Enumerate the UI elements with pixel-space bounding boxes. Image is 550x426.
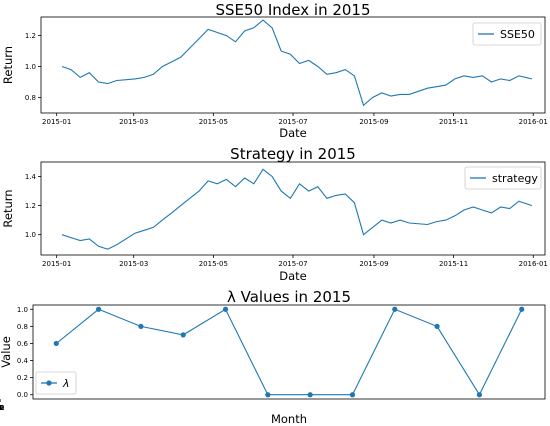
data-point [222,306,229,312]
x-tick-label: 2015-03 [119,118,148,126]
data-point [307,392,313,398]
y-tick-label: 1.2 [25,32,36,40]
series-line [61,168,533,250]
x-tick-label: 10 [0,404,4,412]
legend-label: strategy [492,172,538,185]
data-point [349,392,356,398]
legend [464,166,542,190]
x-tick-label: 2015-11 [439,118,468,126]
y-tick-label: 1.2 [25,202,36,210]
x-tick-label: 2016-01 [519,260,548,268]
x-tick-label: 2015-11 [439,260,468,268]
x-tick-label: 6 [0,404,3,412]
legend [472,22,542,46]
x-tick-label: 2015-05 [199,118,228,126]
x-tick-label: 3 [0,404,2,412]
x-tick-label: 2015-05 [199,260,228,268]
x-tick-label: 11 [0,404,4,412]
y-tick-label: 1.0 [17,306,28,314]
plot-area [40,16,546,114]
y-axis-label: Return [1,189,15,227]
legend-label: SSE50 [500,28,535,41]
chart-title: λ Values in 2015 [227,288,351,306]
legend-label: λ [62,377,70,390]
x-tick-label: 5 [0,404,2,412]
data-point [392,306,398,312]
series-line [61,19,533,107]
data-point [180,332,186,338]
data-point [95,306,102,312]
x-tick-label: 2015-09 [359,260,388,268]
x-tick-label: 8 [0,404,2,412]
y-tick-label: 0.2 [17,374,28,382]
y-axis-label: Return [1,46,15,84]
y-tick-label: 1.4 [25,173,37,181]
x-tick-label: 2015-01 [42,118,71,126]
x-tick-label: 2 [0,404,2,412]
x-tick-label: 12 [0,404,4,412]
x-tick-label: 2015-07 [278,118,307,126]
x-tick-label: 9 [0,404,2,412]
data-point [265,392,271,398]
y-tick-label: 1.0 [25,63,36,71]
x-axis-label: Month [271,412,307,426]
x-tick-label: 2015-09 [359,118,388,126]
data-point [53,340,59,347]
y-tick-label: 0.8 [17,323,28,331]
plot-area [32,304,546,400]
data-point [519,306,525,312]
x-tick-label: 1 [0,404,2,412]
x-tick-label: 4 [0,404,3,412]
y-tick-label: 1.0 [25,231,36,239]
legend-marker [46,380,52,386]
chart-title: Strategy in 2015 [230,145,356,163]
x-tick-label: 2016-01 [519,118,548,126]
y-tick-label: 0.0 [17,391,28,399]
data-point [476,392,483,398]
x-axis-label: Date [279,126,307,140]
y-tick-label: 0.4 [17,357,29,365]
x-tick-label: 2015-03 [119,260,148,268]
x-tick-label: 2015-01 [42,260,71,268]
y-tick-label: 0.8 [25,94,36,102]
x-tick-label: 7 [0,404,2,412]
x-tick-label: 2015-07 [278,260,307,268]
y-tick-label: 0.6 [17,340,29,348]
series-line [55,308,523,396]
y-axis-label: Value [0,336,13,368]
x-axis-label: Date [279,269,307,283]
data-point [434,323,440,329]
chart-title: SSE50 Index in 2015 [215,1,370,19]
data-point [138,323,144,329]
